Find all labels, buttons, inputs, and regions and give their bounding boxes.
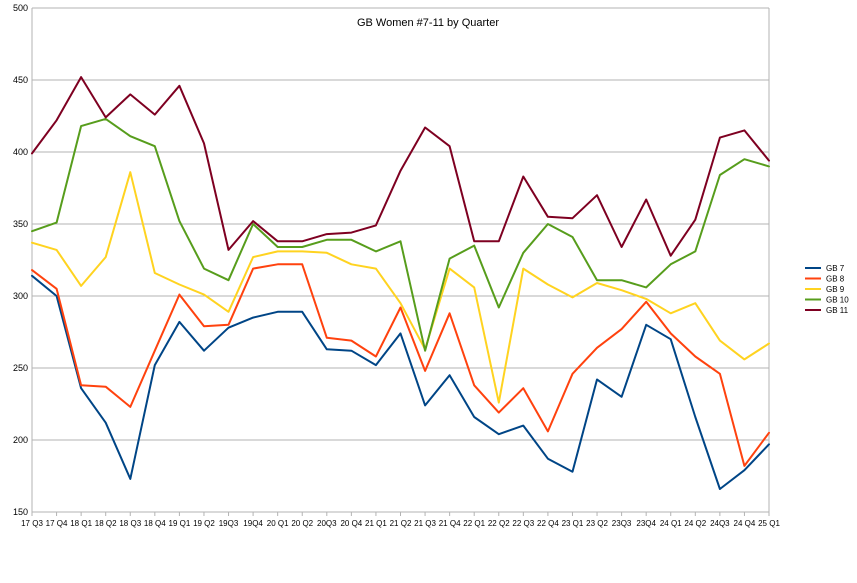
series-line-gb-7 [31, 274, 770, 490]
x-tick-label: 24 Q2 [684, 519, 706, 528]
x-tick-label: 20 Q1 [267, 519, 289, 528]
legend-label: GB 7 [826, 264, 845, 273]
x-tick-label: 21 Q4 [439, 519, 461, 528]
x-tick-label: 17 Q3 [21, 519, 43, 528]
y-tick-label: 200 [13, 435, 28, 445]
x-tick-label: 24Q3 [710, 519, 730, 528]
legend-label: GB 11 [826, 306, 849, 315]
x-tick-label: 25 Q1 [758, 519, 780, 528]
chart-title: GB Women #7-11 by Quarter [357, 17, 499, 29]
x-tick-label: 20 Q4 [340, 519, 362, 528]
x-tick-label: 19 Q1 [169, 519, 191, 528]
x-tick-label: 21 Q2 [390, 519, 412, 528]
series-line-gb-9 [31, 171, 770, 404]
x-tick-label: 22 Q3 [512, 519, 534, 528]
x-tick-label: 19 Q2 [193, 519, 215, 528]
y-tick-label: 450 [13, 75, 28, 85]
series-line-gb-8 [31, 263, 770, 467]
legend-label: GB 9 [826, 285, 845, 294]
y-tick-label: 150 [13, 507, 28, 517]
x-tick-label: 22 Q1 [463, 519, 485, 528]
x-tick-label: 20Q3 [317, 519, 337, 528]
x-tick-label: 18 Q1 [70, 519, 92, 528]
x-tick-label: 23Q4 [636, 519, 656, 528]
legend-label: GB 8 [826, 275, 845, 284]
x-tick-label: 19Q3 [219, 519, 239, 528]
x-tick-label: 22 Q4 [537, 519, 559, 528]
x-tick-label: 22 Q2 [488, 519, 510, 528]
x-tick-label: 21 Q1 [365, 519, 387, 528]
y-tick-label: 300 [13, 291, 28, 301]
series-layer [31, 76, 770, 490]
series-line-gb-11 [31, 76, 770, 257]
y-tick-label: 400 [13, 147, 28, 157]
x-tick-label: 20 Q2 [291, 519, 313, 528]
x-tick-label: 18 Q4 [144, 519, 166, 528]
x-tick-label: 23Q3 [612, 519, 632, 528]
x-tick-label: 17 Q4 [46, 519, 68, 528]
y-tick-label: 500 [13, 3, 28, 13]
x-tick-label: 23 Q2 [586, 519, 608, 528]
x-tick-label: 18 Q3 [119, 519, 141, 528]
x-tick-label: 18 Q2 [95, 519, 117, 528]
x-tick-label: 24 Q1 [660, 519, 682, 528]
legend-label: GB 10 [826, 296, 849, 305]
x-tick-label: 19Q4 [243, 519, 263, 528]
y-tick-label: 350 [13, 219, 28, 229]
series-line-gb-10 [31, 117, 770, 352]
y-tick-label: 250 [13, 363, 28, 373]
x-tick-label: 21 Q3 [414, 519, 436, 528]
x-tick-label: 24 Q4 [734, 519, 756, 528]
x-tick-label: 23 Q1 [562, 519, 584, 528]
